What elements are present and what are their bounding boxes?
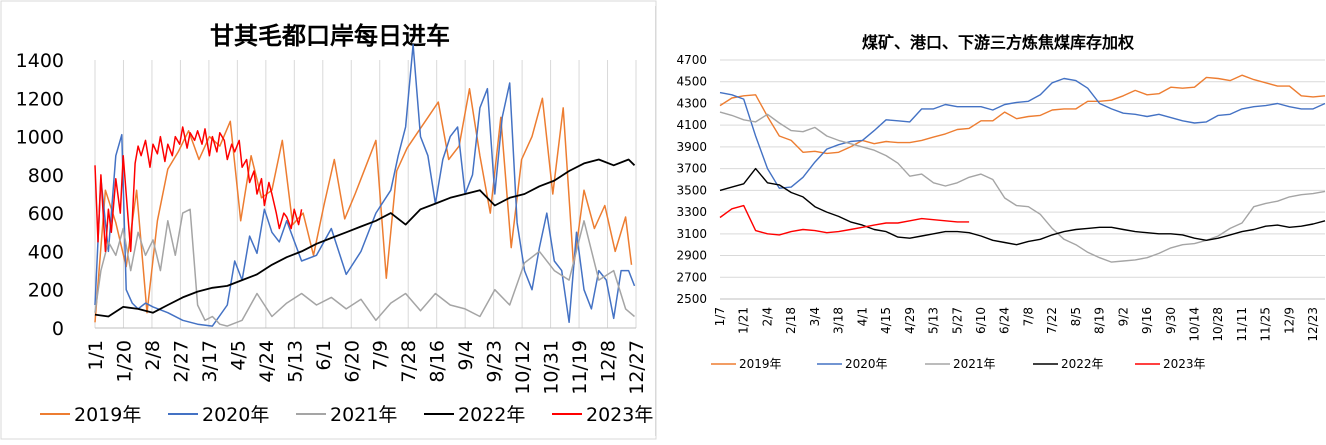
- y-tick-label: 1000: [16, 127, 64, 149]
- x-tick-label: 2/4: [760, 307, 774, 326]
- y-tick-label: 4500: [676, 75, 707, 89]
- x-tick-label: 10/28: [1211, 307, 1225, 342]
- x-tick-label: 11/25: [1259, 307, 1273, 342]
- x-tick-label: 6/10: [974, 307, 988, 334]
- x-tick-label: 4/5: [227, 340, 249, 371]
- x-tick-label: 3/4: [808, 307, 822, 326]
- x-tick-label: 2/8: [142, 340, 164, 371]
- series-line-2019年: [719, 74, 1326, 155]
- x-tick-label: 12/23: [1306, 307, 1320, 342]
- x-tick-label: 8/16: [427, 340, 449, 383]
- legend-label: 2023年: [586, 404, 653, 426]
- x-tick-label: 1/7: [713, 307, 727, 326]
- x-tick-label: 3/17: [199, 340, 221, 383]
- x-tick-label: 7/28: [398, 340, 420, 383]
- chart-panel-left: 甘其毛都口岸每日进车 1/1 1/20 2/8 2/27 3/17 4/5 4/24 5/13 6…: [0, 0, 660, 441]
- legend-label: 2022年: [1061, 357, 1104, 371]
- x-tick-label: 1/1: [85, 340, 107, 371]
- x-tick-label: 12/9: [1282, 307, 1296, 334]
- x-tick-label: 10/31: [541, 340, 563, 395]
- legend-label: 2022年: [458, 404, 525, 426]
- chart-title: 甘其毛都口岸每日进车: [210, 22, 450, 50]
- y-tick-label: 4700: [676, 53, 707, 67]
- x-tick-label: 11/19: [569, 340, 591, 395]
- x-tick-label: 12/8: [598, 340, 620, 383]
- legend-label: 2021年: [953, 357, 996, 371]
- x-tick-label: 7/22: [1045, 307, 1059, 334]
- x-tick-label: 2/18: [784, 307, 798, 334]
- x-tick-label: 9/30: [1164, 307, 1178, 334]
- x-tick-label: 4/1: [855, 307, 869, 326]
- chart-title: 煤矿、港口、下游三方炼焦煤库存加权: [862, 33, 1135, 52]
- x-tick-label: 5/27: [950, 307, 964, 334]
- y-tick-label: 1200: [16, 88, 64, 110]
- series-line-2021年: [719, 111, 1326, 263]
- x-tick-label: 11/11: [1235, 307, 1249, 342]
- x-tick-label: 7/9: [370, 340, 392, 371]
- x-tick-label: 7/8: [1021, 307, 1035, 326]
- y-tick-label: 1400: [16, 50, 64, 72]
- series-line-2022年: [719, 167, 1326, 246]
- y-tick-label: 3900: [676, 140, 707, 154]
- x-tick-label: 6/20: [341, 340, 363, 383]
- y-tick-label: 2700: [676, 270, 707, 284]
- x-tick-label: 6/24: [998, 307, 1012, 334]
- y-tick-label: 0: [52, 318, 64, 340]
- panel-divider: [655, 6, 656, 436]
- chart-panel-right: 煤矿、港口、下游三方炼焦煤库存加权 2500 2700 2900 3100 3300 350…: [663, 0, 1326, 441]
- y-tick-label: 400: [28, 241, 64, 263]
- x-tick-label: 1/21: [737, 307, 751, 334]
- y-tick-label: 3100: [676, 227, 707, 241]
- y-tick-label: 800: [28, 165, 64, 187]
- x-tick-label: 2/27: [170, 340, 192, 383]
- x-tick-label: 9/2: [1116, 307, 1130, 326]
- legend-label: 2019年: [74, 404, 141, 426]
- x-tick-label: 10/14: [1188, 307, 1202, 342]
- x-tick-label: 9/23: [484, 340, 506, 383]
- y-tick-label: 4300: [676, 96, 707, 110]
- x-tick-label: 4/15: [879, 307, 893, 334]
- x-tick-label: 12/27: [626, 340, 648, 395]
- y-tick-label: 3300: [676, 205, 707, 219]
- x-tick-label: 4/24: [256, 340, 278, 383]
- y-tick-label: 3500: [676, 183, 707, 197]
- legend-label: 2021年: [330, 404, 397, 426]
- y-tick-label: 2900: [676, 249, 707, 263]
- x-tick-label: 8/5: [1069, 307, 1083, 326]
- x-tick-label: 9/4: [455, 340, 477, 371]
- coking-coal-inventory-chart: 煤矿、港口、下游三方炼焦煤库存加权 2500 2700 2900 3100 3300 350…: [676, 33, 1326, 371]
- series-line-2020年: [94, 43, 636, 327]
- legend-label: 2023年: [1163, 357, 1206, 371]
- x-tick-label: 10/12: [512, 340, 534, 395]
- x-tick-label: 6/1: [313, 340, 335, 371]
- x-tick-label: 4/29: [903, 307, 917, 334]
- x-tick-label: 9/16: [1140, 307, 1154, 334]
- y-tick-label: 4100: [676, 118, 707, 132]
- series-line-2022年: [94, 158, 636, 318]
- x-tick-label: 5/13: [284, 340, 306, 383]
- legend-label: 2019年: [739, 357, 782, 371]
- x-tick-label: 8/19: [1093, 307, 1107, 334]
- x-tick-label: 3/18: [832, 307, 846, 334]
- x-tick-label: 1/20: [113, 340, 135, 383]
- series-line-2021年: [94, 208, 635, 327]
- legend-label: 2020年: [202, 404, 269, 426]
- series-line-2020年: [719, 77, 1326, 189]
- y-tick-label: 600: [28, 203, 64, 225]
- y-tick-label: 200: [28, 280, 64, 302]
- chart-frame: [0, 0, 657, 440]
- series-line-2023年: [94, 126, 303, 253]
- daily-vehicle-chart: 甘其毛都口岸每日进车 1/1 1/20 2/8 2/27 3/17 4/5 4/24 5/13 6…: [0, 0, 657, 440]
- y-tick-label: 2500: [676, 292, 707, 306]
- x-tick-label: 5/13: [927, 307, 941, 334]
- y-tick-label: 3700: [676, 162, 707, 176]
- series-line-2023年: [719, 204, 970, 236]
- legend-label: 2020年: [845, 357, 888, 371]
